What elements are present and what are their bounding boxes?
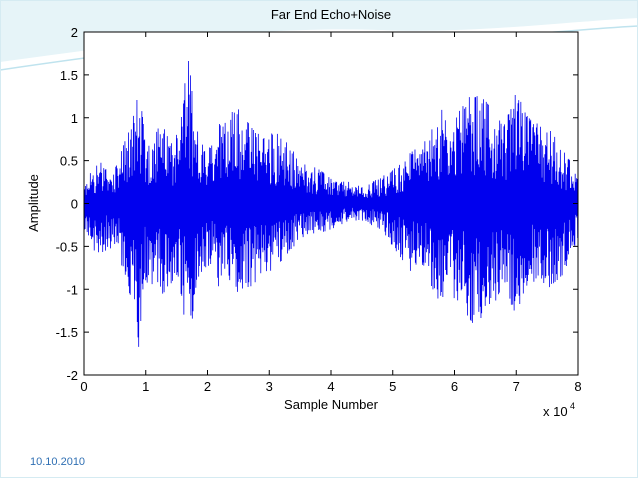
x-tick-label: 5 <box>389 379 396 394</box>
y-tick-label: 2 <box>71 25 78 40</box>
y-tick-label: -1.5 <box>56 325 78 340</box>
y-tick-label: 0.5 <box>60 154 78 169</box>
x-tick-label: 4 <box>327 379 334 394</box>
x-tick-label: 6 <box>451 379 458 394</box>
chart-title: Far End Echo+Noise <box>271 7 391 22</box>
x-tick-label: 7 <box>513 379 520 394</box>
x-axis-label: Sample Number <box>284 397 379 412</box>
x-tick-label: 1 <box>142 379 149 394</box>
y-tick-label: 1 <box>71 111 78 126</box>
y-tick-label: -2 <box>66 368 78 383</box>
x-tick-label: 3 <box>266 379 273 394</box>
slide-date: 10.10.2010 <box>30 456 86 468</box>
y-axis-label: Amplitude <box>26 174 41 232</box>
waveform-series <box>83 61 579 347</box>
y-axis: 2 1.5 1 0.5 0 -0.5 -1 -1.5 -2 <box>56 25 578 383</box>
y-tick-label: -1 <box>66 282 78 297</box>
x-tick-label: 2 <box>204 379 211 394</box>
y-tick-label: 1.5 <box>60 68 78 83</box>
y-tick-label: 0 <box>71 197 78 212</box>
x-exponent-power: 4 <box>570 401 575 411</box>
x-exponent-label: x 10 <box>543 404 568 419</box>
header-wave-band <box>0 0 638 62</box>
x-tick-label: 8 <box>574 379 581 394</box>
y-tick-label: -0.5 <box>56 239 78 254</box>
x-axis: 0 1 2 3 4 5 6 7 8 <box>80 32 582 394</box>
waveform-line <box>83 61 579 347</box>
x-tick-label: 0 <box>80 379 87 394</box>
